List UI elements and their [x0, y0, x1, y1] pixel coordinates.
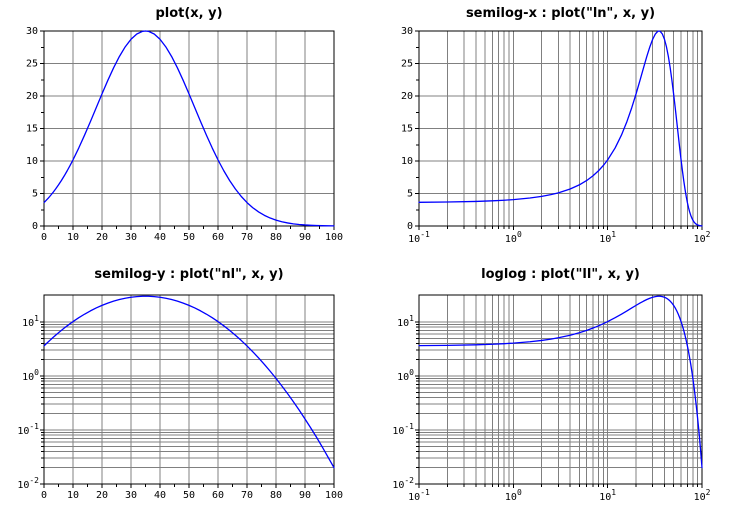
svg-text:10-2: 10-2	[392, 476, 414, 491]
axes-frame	[418, 294, 703, 485]
subplot-plot-xy: plot(x, y) 0 10 20 30 40 50 60 70 80 90 100 0 5 10 15 2…	[0, 0, 375, 260]
plot-title: semilog-x : plot("ln", x, y)	[465, 6, 656, 21]
data-curve	[43, 30, 335, 227]
svg-text:70: 70	[241, 232, 253, 243]
svg-text:50: 50	[183, 490, 195, 501]
svg-text:10-1: 10-1	[408, 230, 430, 245]
axes-frame	[43, 294, 335, 485]
svg-text:102: 102	[694, 488, 711, 503]
svg-text:102: 102	[694, 230, 711, 245]
svg-text:100: 100	[22, 368, 39, 383]
svg-text:20: 20	[26, 91, 38, 102]
data-curve	[418, 295, 703, 469]
svg-text:15: 15	[401, 124, 413, 135]
subplot-semilogx: semilog-x : plot("ln", x, y) 10-1 100 101 1…	[375, 0, 750, 260]
svg-text:0: 0	[41, 490, 47, 501]
plot-title: plot(x, y)	[155, 6, 223, 21]
svg-text:30: 30	[401, 26, 413, 37]
plot-canvas-semilogy: 0 10 20 30 40 50 60 70 80 90 100 10-2 10-1 100 101	[17, 294, 343, 501]
svg-text:60: 60	[212, 232, 224, 243]
svg-text:20: 20	[401, 91, 413, 102]
svg-text:10: 10	[401, 156, 413, 167]
tick-marks	[40, 321, 335, 488]
svg-text:100: 100	[505, 488, 522, 503]
svg-text:40: 40	[154, 490, 166, 501]
tick-labels: 0 10 20 30 40 50 60 70 80 90 100 10-2 10-1 100 101	[17, 314, 343, 501]
plot-title: loglog : plot("ll", x, y)	[481, 267, 640, 282]
svg-text:101: 101	[599, 230, 616, 245]
svg-text:50: 50	[183, 232, 195, 243]
svg-text:101: 101	[22, 314, 39, 329]
svg-text:80: 80	[270, 490, 282, 501]
svg-text:10: 10	[26, 156, 38, 167]
svg-text:30: 30	[125, 490, 137, 501]
svg-text:101: 101	[397, 314, 414, 329]
svg-text:100: 100	[325, 490, 343, 501]
svg-text:90: 90	[299, 490, 311, 501]
svg-text:100: 100	[325, 232, 343, 243]
subplot-loglog: loglog : plot("ll", x, y) 10-1 100 101 102 1…	[375, 260, 750, 520]
svg-text:90: 90	[299, 232, 311, 243]
axes-frame	[43, 30, 335, 227]
svg-text:20: 20	[96, 232, 108, 243]
svg-text:10-1: 10-1	[17, 422, 39, 437]
svg-text:25: 25	[26, 59, 38, 70]
grid-layer	[43, 295, 335, 485]
svg-text:30: 30	[125, 232, 137, 243]
svg-text:40: 40	[154, 232, 166, 243]
tick-labels: 0 10 20 30 40 50 60 70 80 90 100 0 5 10 15 20 25 30	[26, 26, 343, 243]
svg-text:5: 5	[32, 189, 38, 200]
svg-text:30: 30	[26, 26, 38, 37]
svg-text:20: 20	[96, 490, 108, 501]
svg-text:60: 60	[212, 490, 224, 501]
axes-frame	[418, 30, 703, 227]
svg-text:101: 101	[599, 488, 616, 503]
data-curve	[43, 295, 335, 469]
svg-text:10: 10	[67, 490, 79, 501]
svg-text:80: 80	[270, 232, 282, 243]
svg-text:70: 70	[241, 490, 253, 501]
subplot-semilogy: semilog-y : plot("nl", x, y) 0 10 20 30 40 50…	[0, 260, 375, 520]
svg-text:10-1: 10-1	[408, 488, 430, 503]
data-curve	[418, 30, 703, 227]
tick-marks	[40, 30, 335, 230]
svg-text:10-1: 10-1	[392, 422, 414, 437]
svg-text:100: 100	[397, 368, 414, 383]
plot-canvas-semilogx: 10-1 100 101 102 0 5 10 15 20 25 30	[401, 26, 711, 245]
grid-layer	[418, 30, 703, 227]
svg-text:100: 100	[505, 230, 522, 245]
svg-text:10-2: 10-2	[17, 476, 39, 491]
plot-canvas-linear: 0 10 20 30 40 50 60 70 80 90 100 0 5 10 15 20 25 30	[26, 26, 343, 243]
svg-text:5: 5	[407, 189, 413, 200]
svg-text:0: 0	[32, 221, 38, 232]
svg-text:10: 10	[67, 232, 79, 243]
grid-layer	[418, 295, 703, 485]
tick-labels: 10-1 100 101 102 0 5 10 15 20 25 30	[401, 26, 711, 245]
svg-text:25: 25	[401, 59, 413, 70]
svg-text:15: 15	[26, 124, 38, 135]
svg-text:0: 0	[407, 221, 413, 232]
plot-title: semilog-y : plot("nl", x, y)	[94, 267, 284, 282]
svg-text:0: 0	[41, 232, 47, 243]
